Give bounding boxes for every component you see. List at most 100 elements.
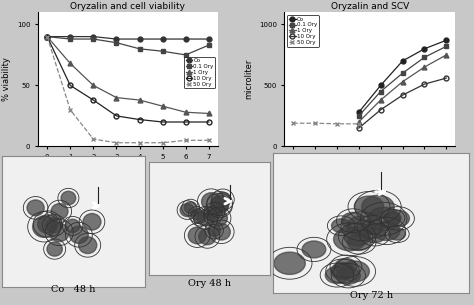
Co	[421, 47, 427, 51]
Circle shape	[180, 203, 194, 217]
10 Ory	[421, 82, 427, 86]
0.1 Ory	[44, 35, 50, 38]
Circle shape	[61, 191, 76, 205]
Co	[91, 35, 96, 38]
Circle shape	[344, 227, 370, 246]
1 Ory	[114, 96, 119, 99]
Circle shape	[70, 226, 88, 243]
Title: Oryzalin and SCV: Oryzalin and SCV	[330, 2, 409, 11]
X-axis label: days: days	[118, 166, 138, 174]
1 Ory	[137, 98, 142, 102]
Co	[400, 59, 405, 63]
Circle shape	[210, 197, 228, 214]
Circle shape	[347, 216, 375, 236]
Circle shape	[213, 224, 230, 240]
Circle shape	[199, 228, 216, 245]
Circle shape	[334, 228, 366, 251]
10 Ory	[91, 98, 96, 102]
50 Ory	[356, 122, 362, 126]
Circle shape	[337, 267, 360, 284]
Line: 50 Ory: 50 Ory	[291, 121, 361, 126]
Circle shape	[386, 210, 410, 227]
Legend: Co, 0.1 Ory, 1 Ory, 10 Ory, 50 Ory: Co, 0.1 Ory, 1 Ory, 10 Ory, 50 Ory	[184, 57, 215, 88]
50 Ory	[206, 138, 212, 142]
Y-axis label: microliter: microliter	[244, 59, 253, 99]
0.1 Ory	[114, 41, 119, 45]
Circle shape	[206, 209, 219, 222]
Circle shape	[47, 242, 63, 256]
Circle shape	[188, 227, 206, 244]
Y-axis label: % viability: % viability	[2, 57, 11, 101]
Line: Co: Co	[45, 34, 211, 41]
1 Ory	[356, 120, 362, 124]
Circle shape	[210, 195, 228, 212]
1 Ory	[444, 53, 449, 57]
Circle shape	[49, 223, 69, 242]
Circle shape	[184, 202, 197, 213]
Line: Co: Co	[356, 38, 449, 115]
Co	[206, 37, 212, 41]
10 Ory	[206, 120, 212, 124]
Circle shape	[197, 210, 214, 226]
Line: 50 Ory: 50 Ory	[45, 34, 211, 145]
Line: 1 Ory: 1 Ory	[356, 52, 449, 124]
10 Ory	[183, 120, 189, 124]
0.1 Ory	[421, 56, 427, 59]
50 Ory	[334, 122, 340, 126]
X-axis label: days: days	[360, 166, 380, 174]
Circle shape	[65, 219, 80, 232]
0.1 Ory	[378, 90, 383, 93]
50 Ory	[160, 141, 165, 145]
Line: 10 Ory: 10 Ory	[45, 34, 211, 124]
50 Ory	[137, 141, 142, 145]
10 Ory	[444, 76, 449, 80]
0.1 Ory	[67, 37, 73, 41]
Circle shape	[302, 241, 326, 258]
10 Ory	[160, 120, 165, 124]
Circle shape	[37, 215, 58, 233]
Text: Co   48 h: Co 48 h	[51, 285, 96, 294]
Line: 0.1 Ory: 0.1 Ory	[45, 34, 211, 57]
1 Ory	[378, 98, 383, 102]
Circle shape	[208, 224, 221, 236]
50 Ory	[44, 35, 50, 38]
Co	[183, 37, 189, 41]
Circle shape	[46, 218, 62, 233]
Circle shape	[364, 228, 385, 243]
Circle shape	[354, 196, 383, 217]
Circle shape	[193, 211, 206, 223]
Co	[44, 35, 50, 38]
50 Ory	[114, 141, 119, 145]
10 Ory	[44, 35, 50, 38]
1 Ory	[400, 80, 405, 84]
Co	[137, 37, 142, 41]
Co	[114, 37, 119, 41]
1 Ory	[44, 35, 50, 38]
Text: Ory 48 h: Ory 48 h	[188, 279, 231, 288]
10 Ory	[67, 84, 73, 87]
Circle shape	[367, 207, 400, 230]
Co	[356, 110, 362, 114]
Text: Ory 72 h: Ory 72 h	[350, 291, 392, 300]
10 Ory	[114, 114, 119, 118]
Co	[160, 37, 165, 41]
Circle shape	[51, 203, 68, 219]
Circle shape	[27, 200, 44, 216]
Circle shape	[325, 267, 349, 283]
Circle shape	[83, 214, 101, 230]
10 Ory	[356, 126, 362, 130]
0.1 Ory	[137, 47, 142, 51]
Circle shape	[274, 252, 305, 274]
Circle shape	[215, 192, 231, 207]
50 Ory	[183, 138, 189, 142]
Co	[444, 38, 449, 42]
Circle shape	[79, 237, 97, 253]
50 Ory	[312, 121, 318, 125]
Line: 1 Ory: 1 Ory	[45, 34, 211, 116]
Circle shape	[331, 219, 351, 232]
Title: Oryzalin and cell viability: Oryzalin and cell viability	[71, 2, 185, 11]
Circle shape	[331, 263, 354, 279]
1 Ory	[67, 62, 73, 65]
Circle shape	[191, 209, 203, 220]
10 Ory	[137, 118, 142, 121]
